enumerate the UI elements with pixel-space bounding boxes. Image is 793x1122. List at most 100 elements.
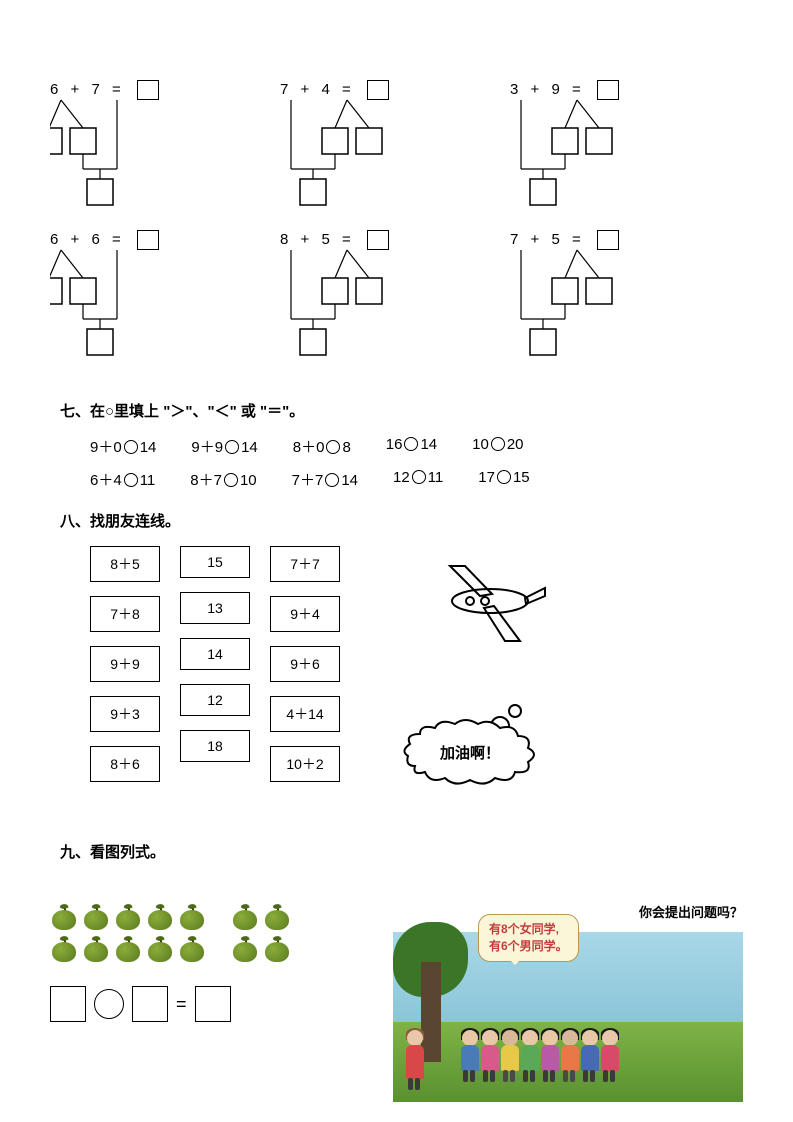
answer-box[interactable] [597,230,619,250]
decomp-box[interactable] [530,329,556,355]
match-box[interactable]: 4＋14 [270,696,340,732]
compare-circle[interactable] [124,473,138,487]
decomp-box[interactable] [586,128,612,154]
answer-box[interactable] [137,80,159,100]
match-box[interactable]: 12 [180,684,250,716]
decomp-problem-0: 6 + 7 = [50,80,250,220]
section-6-decomposition: 6 + 7 = 7 + 4 = 3 + 9 = 6 + 6 = 8 + 5 = … [50,80,743,370]
decomp-box[interactable] [300,329,326,355]
section-9: = 你会提出问题吗？ 也: 有8个女同学, 有6个男同学。 [50,902,743,1102]
compare-item[interactable]: 8＋710 [190,469,256,490]
decomp-diagram [510,98,710,218]
formula-box-2[interactable] [132,986,168,1022]
decomp-diagram [50,248,250,368]
match-box[interactable]: 8＋5 [90,546,160,582]
apple-icon [263,902,291,930]
match-box[interactable]: 10＋2 [270,746,340,782]
decomp-box[interactable] [356,278,382,304]
compare-circle[interactable] [224,473,238,487]
compare-item[interactable]: 7＋714 [292,469,358,490]
match-box[interactable]: 14 [180,638,250,670]
match-box[interactable]: 7＋8 [90,596,160,632]
equation: 6 + 6 = [50,230,159,250]
decomp-box[interactable] [70,128,96,154]
answer-box[interactable] [597,80,619,100]
compare-circle[interactable] [326,440,340,454]
apple-icon [263,934,291,962]
compare-circle[interactable] [497,470,511,484]
apple-icon [50,902,78,930]
match-col-right: 7＋7 9＋4 9＋6 4＋14 10＋2 [270,546,340,782]
speech-bubble: 有8个女同学, 有6个男同学。 [478,914,579,962]
compare-circle[interactable] [491,437,505,451]
cheer-area: 加油啊！ [380,546,580,826]
equation: 8 + 5 = [280,230,389,250]
compare-circle[interactable] [124,440,138,454]
section-7-title: 七、在○里填上 "＞"、"＜" 或 "＝"。 [60,400,743,421]
compare-circle[interactable] [412,470,426,484]
compare-item[interactable]: 9＋914 [191,436,257,457]
match-box[interactable]: 13 [180,592,250,624]
apple-groups [50,902,353,966]
match-box[interactable]: 15 [180,546,250,578]
decomp-box[interactable] [300,179,326,205]
section-8-title: 八、找朋友连线。 [60,510,743,531]
compare-item[interactable]: 9＋014 [90,436,156,457]
formula-box-ans[interactable] [195,986,231,1022]
formula-box-1[interactable] [50,986,86,1022]
decomp-box[interactable] [552,278,578,304]
decomp-box[interactable] [552,128,578,154]
equation: 7 + 5 = [510,230,619,250]
compare-item[interactable]: 1715 [478,469,529,490]
decomp-box[interactable] [50,278,62,304]
decomp-box[interactable] [50,128,62,154]
match-box[interactable]: 7＋7 [270,546,340,582]
decomp-box[interactable] [322,278,348,304]
apple-icon [50,934,78,962]
formula-op-circle[interactable] [94,989,124,1019]
compare-item[interactable]: 6＋411 [90,469,155,490]
match-box[interactable]: 18 [180,730,250,762]
match-col-mid: 15 13 14 12 18 [180,546,250,762]
compare-item[interactable]: 1614 [386,436,437,457]
compare-circle[interactable] [225,440,239,454]
decomp-box[interactable] [322,128,348,154]
apple-icon [114,934,142,962]
match-box[interactable]: 8＋6 [90,746,160,782]
bubble-line-1: 有8个女同学, [489,921,568,938]
match-box[interactable]: 9＋6 [270,646,340,682]
apple-row [231,902,291,930]
compare-row-0: 9＋014 9＋914 8＋08 1614 1020 [90,436,713,457]
answer-box[interactable] [367,80,389,100]
equation: 6 + 7 = [50,80,159,100]
match-box[interactable]: 9＋9 [90,646,160,682]
decomp-problem-2: 3 + 9 = [510,80,710,220]
decomp-box[interactable] [87,329,113,355]
decomp-problem-1: 7 + 4 = [280,80,480,220]
apple-icon [231,902,259,930]
formula-eq: = [176,994,187,1015]
apple-icon [178,902,206,930]
decomp-box[interactable] [87,179,113,205]
equation: 7 + 4 = [280,80,389,100]
apple-icon [178,934,206,962]
compare-item[interactable]: 1211 [393,469,443,490]
match-box[interactable]: 9＋4 [270,596,340,632]
decomp-box[interactable] [530,179,556,205]
apple-group-left [50,902,206,966]
apple-icon [82,902,110,930]
compare-item[interactable]: 1020 [472,436,523,457]
decomp-box[interactable] [356,128,382,154]
answer-box[interactable] [367,230,389,250]
section-8-matching: 8＋5 7＋8 9＋9 9＋3 8＋6 15 13 14 12 18 7＋7 9＋4 9＋6 4＋14… [90,546,743,826]
compare-circle[interactable] [325,473,339,487]
apple-icon [146,902,174,930]
equation: 3 + 9 = [510,80,619,100]
match-box[interactable]: 9＋3 [90,696,160,732]
decomp-box[interactable] [586,278,612,304]
compare-item[interactable]: 8＋08 [293,436,351,457]
compare-circle[interactable] [404,437,418,451]
answer-box[interactable] [137,230,159,250]
decomp-box[interactable] [70,278,96,304]
decomp-diagram [510,248,710,368]
